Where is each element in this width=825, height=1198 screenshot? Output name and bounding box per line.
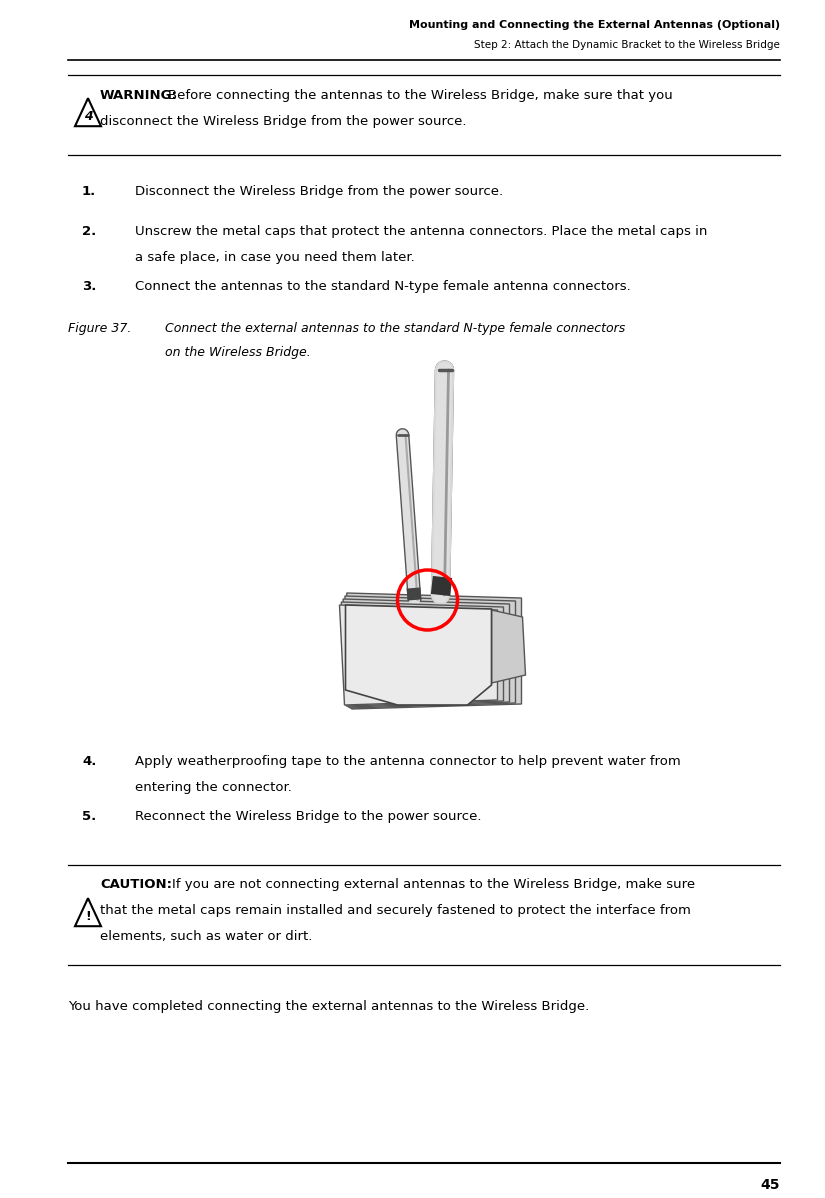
Text: !: !: [85, 910, 91, 924]
Text: Disconnect the Wireless Bridge from the power source.: Disconnect the Wireless Bridge from the …: [135, 184, 503, 198]
Text: Connect the external antennas to the standard N-type female connectors: Connect the external antennas to the sta…: [165, 322, 625, 335]
Text: Step 2: Attach the Dynamic Bracket to the Wireless Bridge: Step 2: Attach the Dynamic Bracket to th…: [474, 40, 780, 50]
Polygon shape: [345, 595, 516, 708]
Text: CAUTION:: CAUTION:: [100, 878, 172, 891]
Text: Mounting and Connecting the External Antennas (Optional): Mounting and Connecting the External Ant…: [409, 20, 780, 30]
Text: on the Wireless Bridge.: on the Wireless Bridge.: [165, 346, 311, 359]
Text: 5.: 5.: [82, 810, 97, 823]
Polygon shape: [346, 605, 492, 704]
Text: 2.: 2.: [82, 225, 97, 238]
Text: 4: 4: [83, 110, 92, 123]
Polygon shape: [492, 610, 526, 683]
Text: Apply weatherproofing tape to the antenna connector to help prevent water from: Apply weatherproofing tape to the antenn…: [135, 755, 681, 768]
Text: You have completed connecting the external antennas to the Wireless Bridge.: You have completed connecting the extern…: [68, 1000, 589, 1014]
Text: Connect the antennas to the standard N-type female antenna connectors.: Connect the antennas to the standard N-t…: [135, 280, 631, 294]
Polygon shape: [346, 593, 521, 709]
Text: that the metal caps remain installed and securely fastened to protect the interf: that the metal caps remain installed and…: [100, 904, 691, 916]
Text: If you are not connecting external antennas to the Wireless Bridge, make sure: If you are not connecting external anten…: [172, 878, 695, 891]
Text: Reconnect the Wireless Bridge to the power source.: Reconnect the Wireless Bridge to the pow…: [135, 810, 482, 823]
Polygon shape: [342, 603, 503, 706]
Text: 4.: 4.: [82, 755, 97, 768]
Text: Unscrew the metal caps that protect the antenna connectors. Place the metal caps: Unscrew the metal caps that protect the …: [135, 225, 707, 238]
Text: a safe place, in case you need them later.: a safe place, in case you need them late…: [135, 252, 415, 264]
Polygon shape: [343, 599, 510, 707]
Text: Before connecting the antennas to the Wireless Bridge, make sure that you: Before connecting the antennas to the Wi…: [168, 89, 672, 102]
Text: entering the connector.: entering the connector.: [135, 781, 292, 794]
Text: 1.: 1.: [82, 184, 97, 198]
Text: disconnect the Wireless Bridge from the power source.: disconnect the Wireless Bridge from the …: [100, 115, 466, 128]
Text: 3.: 3.: [82, 280, 97, 294]
Polygon shape: [340, 605, 497, 704]
Text: elements, such as water or dirt.: elements, such as water or dirt.: [100, 930, 313, 943]
Text: 45: 45: [761, 1178, 780, 1192]
Text: WARNING:: WARNING:: [100, 89, 178, 102]
Text: Figure 37.: Figure 37.: [68, 322, 131, 335]
